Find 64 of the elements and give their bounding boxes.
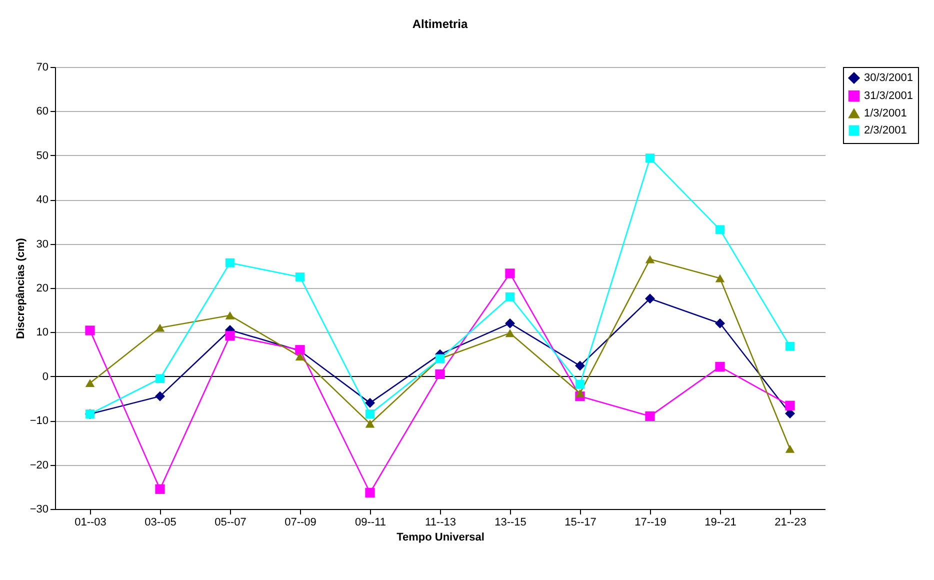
x-tick-label: 13--15: [494, 516, 526, 528]
point: [786, 342, 794, 351]
point: [225, 330, 235, 341]
point: [366, 410, 374, 418]
y-tick-label: 60: [36, 106, 48, 118]
y-tick-label: 40: [36, 194, 48, 206]
point: [85, 379, 95, 388]
point: [155, 324, 165, 332]
y-tick-label: −10: [30, 415, 48, 428]
x-axis-title: Tempo Universal: [396, 532, 484, 544]
y-tick-label: −20: [30, 459, 48, 472]
x-tick-label: 21--23: [774, 516, 806, 528]
y-tick-label: 70: [36, 62, 48, 74]
point: [646, 154, 654, 163]
point: [715, 362, 725, 372]
point: [785, 408, 795, 419]
point: [296, 272, 304, 282]
y-tick-label: 10: [36, 326, 48, 339]
point: [715, 274, 725, 282]
y-tick-label: 0: [42, 370, 48, 383]
x-tick-label: 01--03: [74, 516, 106, 528]
point: [365, 488, 375, 498]
point: [225, 311, 235, 320]
legend-label: 31/3/2001: [864, 90, 913, 102]
point: [505, 318, 515, 328]
legend-label: 30/3/2001: [864, 72, 913, 84]
x-tick-label: 03--05: [144, 516, 176, 528]
point: [785, 444, 795, 453]
point: [645, 411, 655, 422]
y-axis-title: Discrepâncias (cm): [14, 238, 27, 339]
point: [226, 258, 234, 268]
point: [645, 294, 655, 304]
y-tick-label: −30: [30, 504, 48, 516]
x-tick-label: 05--07: [214, 516, 246, 528]
point: [156, 374, 164, 384]
x-tick-label: 11--13: [425, 516, 456, 528]
point: [435, 369, 445, 380]
y-tick-label: 30: [36, 238, 48, 250]
point: [576, 380, 584, 389]
x-tick-label: 17--19: [634, 516, 666, 528]
chart-title: Altimetria: [412, 17, 468, 31]
point: [155, 484, 165, 494]
point: [785, 400, 795, 410]
point: [85, 326, 95, 336]
x-tick-label: 07--09: [284, 516, 316, 528]
x-tick-label: 15--17: [564, 516, 596, 528]
point: [365, 398, 375, 408]
legend-label: 2/3/2001: [864, 124, 907, 136]
point: [575, 360, 585, 371]
x-tick-label: 19--21: [704, 516, 736, 528]
point: [295, 352, 305, 361]
point: [716, 225, 724, 234]
y-tick-label: 50: [36, 150, 48, 162]
legend-label: 1/3/2001: [864, 108, 907, 120]
x-tick-label: 09--11: [355, 516, 386, 528]
point: [715, 318, 725, 328]
point: [645, 255, 655, 264]
y-tick-label: 20: [36, 282, 48, 294]
point: [365, 420, 375, 428]
point: [505, 329, 515, 338]
point: [155, 391, 165, 402]
point: [575, 389, 585, 398]
point: [505, 268, 515, 278]
point: [506, 292, 514, 302]
